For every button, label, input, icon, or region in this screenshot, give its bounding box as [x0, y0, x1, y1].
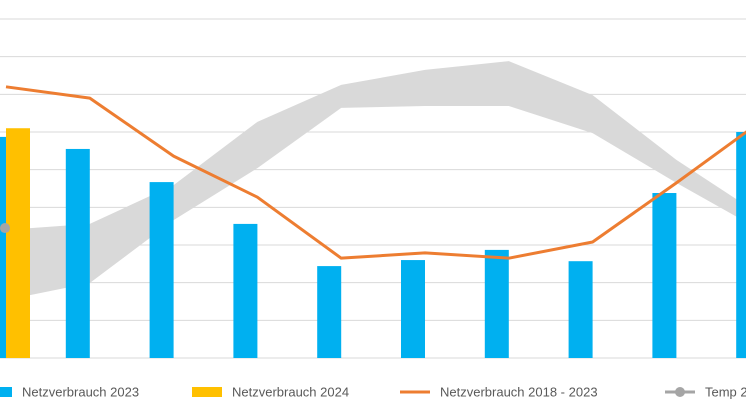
legend-label: Temp 20	[705, 384, 746, 399]
legend-swatch	[0, 387, 12, 397]
legend-label: Netzverbrauch 2023	[22, 384, 139, 399]
bar	[484, 249, 509, 358]
bar	[233, 223, 258, 358]
legend-label: Netzverbrauch 2024	[232, 384, 349, 399]
legend-label: Netzverbrauch 2018 - 2023	[440, 384, 598, 399]
legend-marker	[675, 387, 685, 397]
bar	[652, 193, 677, 358]
temperature-band	[6, 61, 746, 300]
bar	[0, 136, 6, 358]
bar	[568, 261, 593, 358]
bar	[65, 148, 90, 358]
bar	[736, 132, 746, 358]
legend-swatch	[192, 387, 222, 397]
line	[5, 85, 746, 260]
bar	[317, 266, 342, 358]
bar	[401, 260, 425, 358]
bar	[149, 182, 174, 358]
marker	[0, 223, 10, 234]
bar	[6, 128, 30, 358]
